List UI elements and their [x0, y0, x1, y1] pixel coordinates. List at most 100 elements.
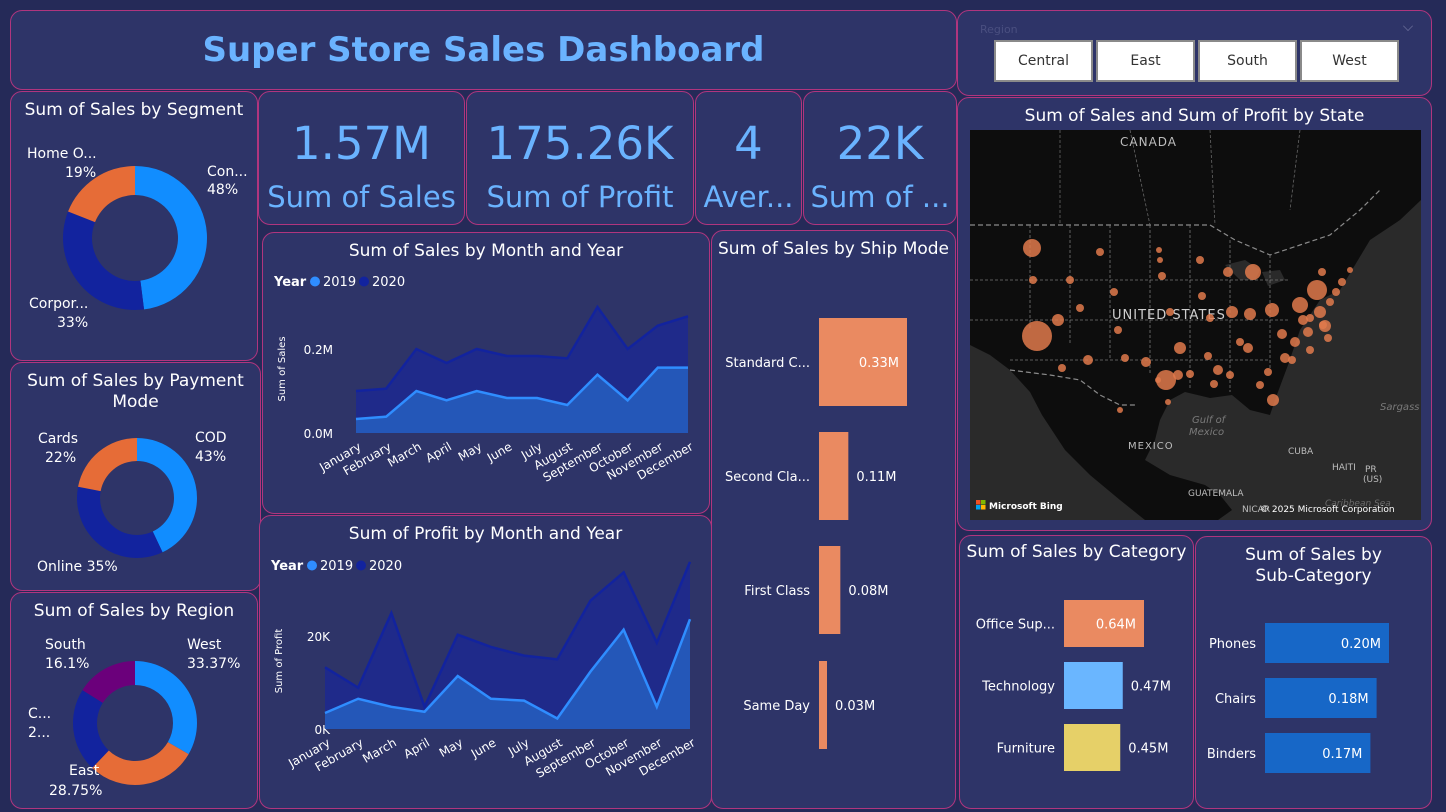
bar: [819, 661, 827, 749]
legend-dot-2019: [310, 276, 320, 287]
profit-month-chart: Year 2019 2020 Sum of Profit 20K 0K Janu…: [270, 559, 698, 781]
line-2020: [324, 561, 692, 711]
state-bubble: [1338, 278, 1346, 286]
state-bubble: [1186, 370, 1194, 378]
pay-pct-cod: 43%: [195, 449, 226, 465]
y-axis-label: Sum of Profit: [274, 629, 285, 694]
seg-label-home-office: Home O...: [27, 146, 97, 162]
y-tick-top: 20K: [307, 630, 331, 644]
state-bubble: [1277, 329, 1287, 339]
slicer-option-west[interactable]: West: [1300, 40, 1399, 82]
legend-title: Year: [273, 275, 307, 290]
data-label: 0.08M: [848, 584, 888, 599]
kpi-profit-value: 175.26K: [486, 117, 674, 170]
x-tick-label: April: [401, 735, 432, 761]
region-donut-chart: West 33.37% East 28.75% C... 2... South …: [28, 637, 240, 799]
state-bubble: [1117, 407, 1123, 413]
category-label: Standard C...: [725, 356, 810, 371]
reg-pct-east: 28.75%: [49, 783, 102, 799]
category-title: Sum of Sales by Category: [966, 542, 1187, 562]
pay-label-online: Online 35%: [37, 559, 118, 575]
state-bubble: [1058, 364, 1066, 372]
slicer-option-south[interactable]: South: [1198, 40, 1297, 82]
state-bubble: [1022, 321, 1052, 351]
seg-label-consumer: Con...: [207, 164, 248, 180]
subcategory-panel: Sum of Sales by Sub-Category Phones 0.20M…: [1195, 536, 1432, 809]
kpi-card-sales: 1.57M Sum of Sales: [258, 91, 465, 225]
x-tick-label: May: [456, 439, 484, 464]
state-bubble: [1303, 327, 1313, 337]
payment-donut-panel: Sum of Sales by Payment Mode COD 43% Onl…: [10, 362, 261, 591]
bar: [819, 546, 841, 634]
map-label-cuba: CUBA: [1288, 447, 1314, 457]
payment-title: Sum of Sales by Payment Mode: [27, 371, 244, 412]
state-bubble: [1292, 297, 1308, 313]
map-border-canada: [970, 189, 1381, 256]
seg-label-corporate: Corpor...: [29, 296, 88, 312]
kpi-quantity-value: 22K: [836, 117, 924, 170]
map-label-canada: CANADA: [1120, 135, 1177, 149]
state-bubble: [1156, 247, 1162, 253]
kpi-card-profit: 175.26K Sum of Profit: [466, 91, 694, 225]
donut-slice-central: [73, 690, 109, 768]
x-tick-label: May: [437, 735, 465, 760]
reg-label-west: West: [187, 637, 222, 653]
bars: Office Sup... 0.64M Technology 0.47M Furnitu…: [976, 600, 1171, 771]
legend-dot-2020: [359, 276, 369, 287]
legend-title: Year: [270, 559, 304, 574]
map-label-caribbean: Caribbean Sea: [1325, 499, 1391, 509]
state-bubble: [1280, 353, 1290, 363]
region-donut-panel: Sum of Sales by Region West 33.37% East …: [10, 592, 258, 809]
category-label: First Class: [744, 584, 810, 599]
state-bubble: [1223, 267, 1233, 277]
profit-month-title: Sum of Profit by Month and Year: [348, 524, 623, 544]
state-bubble: [1314, 306, 1326, 318]
x-tick-label: June: [468, 735, 499, 761]
sales-month-chart: Year 2019 2020 Sum of Sales 0.2M 0.0M Ja…: [273, 275, 696, 485]
slicer-option-central[interactable]: Central: [994, 40, 1093, 82]
slicer-option-east[interactable]: East: [1096, 40, 1195, 82]
map-panel: Sum of Sales and Sum of Profit by State …: [957, 97, 1432, 531]
kpi-average-value: 4: [734, 117, 763, 170]
legend-dot-2020: [356, 560, 366, 571]
map-label-mexico: MEXICO: [1128, 441, 1174, 452]
state-bubble: [1121, 354, 1129, 362]
bar: [1064, 600, 1144, 647]
map-label-pr-1: PR: [1365, 465, 1377, 475]
data-label: 0.11M: [856, 470, 896, 485]
state-bubble: [1156, 370, 1176, 390]
state-bubble: [1141, 357, 1151, 367]
data-label: 0.64M: [1096, 618, 1136, 633]
region-title: Sum of Sales by Region: [33, 601, 235, 621]
donut-slice-cod: [137, 438, 197, 553]
data-label: 0.18M: [1328, 692, 1368, 707]
map-label-nicaragua: NICAR: [1242, 505, 1270, 515]
donut-slice-home-office: [68, 166, 135, 223]
chevron-down-icon[interactable]: [1403, 21, 1413, 31]
state-bubble: [1083, 355, 1093, 365]
map-bubbles: [1022, 239, 1353, 413]
state-bubble: [1096, 248, 1104, 256]
x-tick-label: March: [385, 439, 424, 469]
sales-month-title: Sum of Sales by Month and Year: [348, 241, 624, 261]
profit-by-month-panel: Sum of Profit by Month and Year Year 201…: [259, 515, 712, 809]
map-canvas[interactable]: CANADA UNITED STATES MEXICO Gulf of Mexi…: [970, 130, 1421, 520]
region-slicer: Region Central East South West: [957, 10, 1432, 96]
state-bubble: [1306, 314, 1314, 322]
pay-label-cards: Cards: [38, 431, 78, 447]
bar: [1064, 662, 1123, 709]
state-bubble: [1319, 321, 1327, 329]
y-tick-zero: 0.0M: [304, 427, 333, 441]
donut-slice-corporate: [62, 211, 145, 310]
seg-pct-consumer: 48%: [207, 182, 238, 198]
state-bubble: [1158, 272, 1166, 280]
state-bubble: [1114, 326, 1122, 334]
reg-pct-central: 2...: [28, 725, 50, 741]
map-label-gulf-1: Gulf of: [1192, 415, 1227, 426]
state-bubble: [1226, 306, 1238, 318]
map-label-guatemala: GUATEMALA: [1188, 489, 1244, 499]
line-2019: [324, 618, 692, 721]
legend-2019: 2019: [323, 275, 356, 290]
